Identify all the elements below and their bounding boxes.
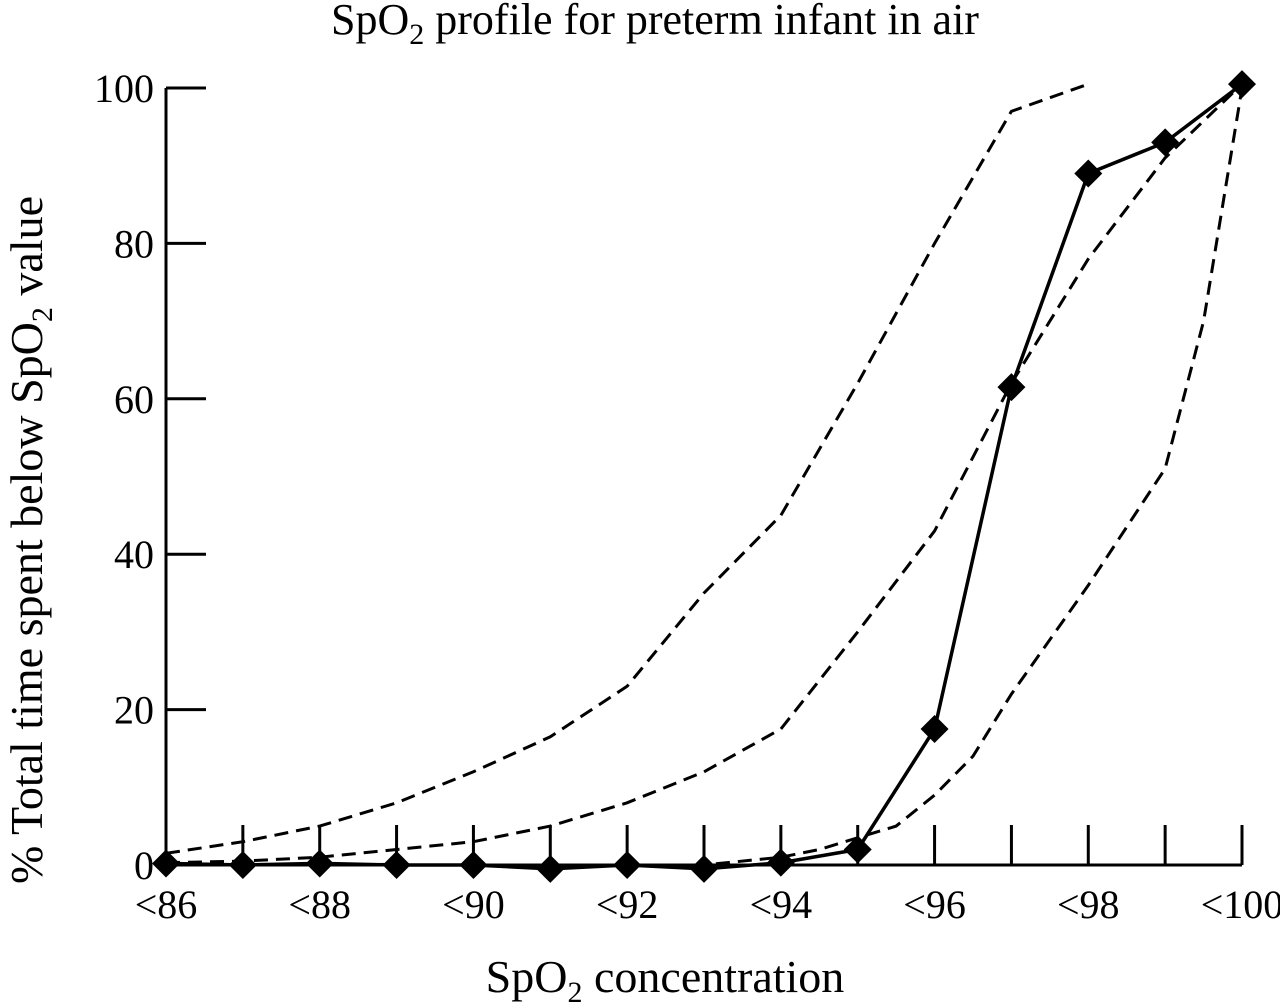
infant-spo2-line [165,82,1244,871]
y-tick-label: 0 [134,843,154,888]
x-axis-ticks: <86 <88 <90 <92 <94 <96 <98 <100 [135,825,1280,927]
reference-curve-2 [165,83,1244,865]
data-point-marker [536,854,565,883]
y-tick-label: 80 [114,221,154,266]
data-point-marker [1228,70,1256,99]
y-tick-label: 100 [94,66,154,111]
data-point-marker [920,715,949,744]
x-tick-label: <90 [442,882,505,927]
y-axis-ticks: 0 20 40 60 80 100 [94,66,206,888]
chart-title: SpO2 profile for preterm infant in air [331,0,979,51]
x-tick-label: <88 [288,882,351,927]
x-axis-label: SpO2 concentration [486,951,845,1008]
data-point-marker [690,854,718,883]
y-axis-label: % Total time spent below SpO2 value [1,196,59,884]
data-point-marker [1074,159,1103,188]
reference-curve-1 [165,82,1089,855]
data-point-marker [613,851,642,879]
x-tick-label: <94 [750,882,813,927]
data-point-marker [459,851,488,879]
y-tick-label: 60 [114,377,154,422]
data-point-marker [152,849,180,878]
data-point-marker [1151,128,1180,157]
x-tick-label: <98 [1057,882,1120,927]
x-tick-label: <92 [596,882,659,927]
data-point-marker [228,851,257,879]
y-tick-label: 40 [114,532,154,577]
data-point-marker [305,849,334,878]
data-point-marker [843,835,872,864]
x-tick-label: <86 [135,882,198,927]
reference-curve-3 [166,87,1244,867]
plot-area [152,70,1256,883]
y-tick-label: 20 [114,688,154,733]
data-point-marker [766,848,795,877]
data-point-marker [382,851,411,879]
data-point-marker [997,373,1026,402]
x-tick-label: <100 [1201,882,1280,927]
x-tick-label: <96 [903,882,966,927]
